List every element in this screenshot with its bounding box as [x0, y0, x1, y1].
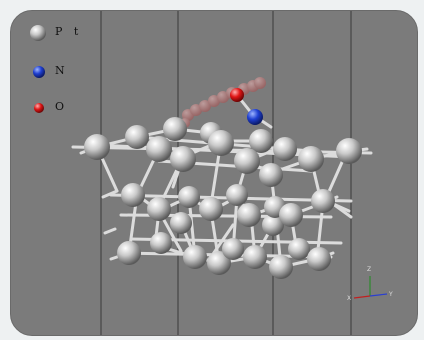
no-molecule: [230, 88, 263, 125]
legend-pt-sphere: [30, 25, 46, 41]
legend-o-sphere: [34, 103, 44, 113]
legend-label-pt: P t: [55, 25, 83, 38]
molecular-viewport[interactable]: P t N O Z X Y: [10, 10, 418, 336]
structure-canvas: [30, 11, 388, 335]
axis-label-z: Z: [367, 266, 372, 273]
oxygen-atom: [230, 88, 244, 102]
axis-label-y: Y: [389, 291, 393, 298]
nitrogen-atom: [247, 109, 263, 125]
legend-label-o: O: [55, 100, 65, 113]
legend-n-sphere: [33, 66, 45, 78]
axis-triad: [353, 276, 388, 299]
legend-symbols: [30, 25, 46, 113]
legend-label-n: N: [55, 64, 65, 77]
pt-atoms-top-layer: [84, 117, 362, 187]
axis-label-x: X: [347, 295, 352, 302]
pt-atoms-middle-layer: [121, 183, 335, 227]
pt-atoms-bottom-layer: [117, 212, 331, 279]
bonds: [71, 93, 373, 269]
